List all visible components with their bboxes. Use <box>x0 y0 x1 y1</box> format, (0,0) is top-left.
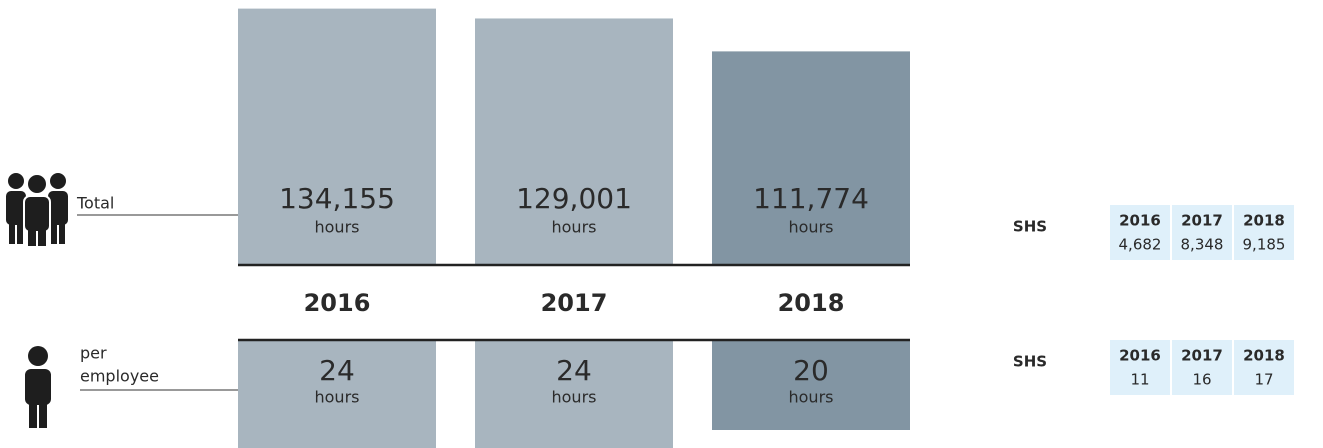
table-value: 8,348 <box>1181 236 1224 254</box>
column-header: 2017 <box>1181 212 1223 230</box>
year-label: 2017 <box>541 289 608 317</box>
bar <box>238 340 436 448</box>
table-cell <box>1172 205 1232 260</box>
bar <box>475 340 673 448</box>
table-value: 11 <box>1130 371 1149 389</box>
table-cell <box>1172 340 1232 395</box>
table-value: 16 <box>1192 371 1211 389</box>
table-value: 9,185 <box>1243 236 1286 254</box>
year-label: 2018 <box>778 289 845 317</box>
column-header: 2018 <box>1243 212 1285 230</box>
bar <box>238 8 436 265</box>
unit-label: hours <box>552 218 597 237</box>
value-label: 24 <box>556 354 592 387</box>
value-label: 111,774 <box>753 182 869 215</box>
value-label: 129,001 <box>516 182 632 215</box>
column-header: 2018 <box>1243 347 1285 365</box>
bar <box>712 51 910 265</box>
table-value: 4,682 <box>1119 236 1162 254</box>
unit-label: hours <box>789 388 834 407</box>
table-cell <box>1110 340 1170 395</box>
value-label: 134,155 <box>279 182 395 215</box>
table-cell <box>1110 205 1170 260</box>
column-header: 2016 <box>1119 212 1161 230</box>
column-header: 2016 <box>1119 347 1161 365</box>
unit-label: hours <box>315 388 360 407</box>
person-icon <box>25 346 51 428</box>
total-label: Total <box>76 194 114 213</box>
column-header: 2017 <box>1181 347 1223 365</box>
year-label: 2016 <box>304 289 371 317</box>
bar <box>712 340 910 430</box>
per-label: per <box>80 344 107 363</box>
per-label: employee <box>80 367 159 386</box>
unit-label: hours <box>789 218 834 237</box>
value-label: 24 <box>319 354 355 387</box>
table-label: SHS <box>1013 353 1047 371</box>
table-cell <box>1234 205 1294 260</box>
unit-label: hours <box>552 388 597 407</box>
unit-label: hours <box>315 218 360 237</box>
value-label: 20 <box>793 354 829 387</box>
table-label: SHS <box>1013 218 1047 236</box>
table-cell <box>1234 340 1294 395</box>
bar <box>475 18 673 266</box>
table-value: 17 <box>1254 371 1273 389</box>
group-icon <box>6 173 68 246</box>
